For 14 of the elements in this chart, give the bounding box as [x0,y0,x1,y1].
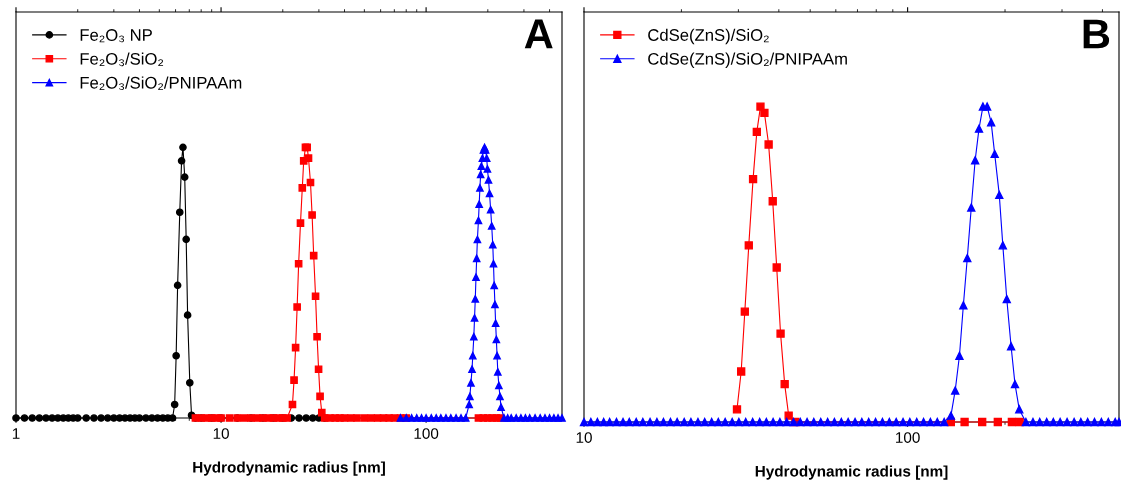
text: A [524,19,553,49]
legend-label: CdSe(ZnS)/SiO₂/PNIPAAm [648,52,847,69]
x-tick-label: 100 [896,432,920,443]
legend-label: Fe₂O₃ NP [80,29,152,43]
legend-label: Fe₂O₃/SiO₂ [80,52,164,67]
x-axis-title: Hydrodynamic radius [nm] [755,465,948,480]
text: B [1083,19,1110,49]
legend-label: CdSe(ZnS)/SiO₂ [648,28,769,45]
legend-label: Fe₂O₃/SiO₂/PNIPAAm [80,76,242,90]
x-tick-label: 1 [12,428,20,439]
x-tick-label: 100 [414,428,439,439]
x-axis-title: Hydrodynamic radius [nm] [193,461,385,476]
x-tick-label: 10 [213,428,229,439]
x-tick-label: 10 [576,432,592,443]
